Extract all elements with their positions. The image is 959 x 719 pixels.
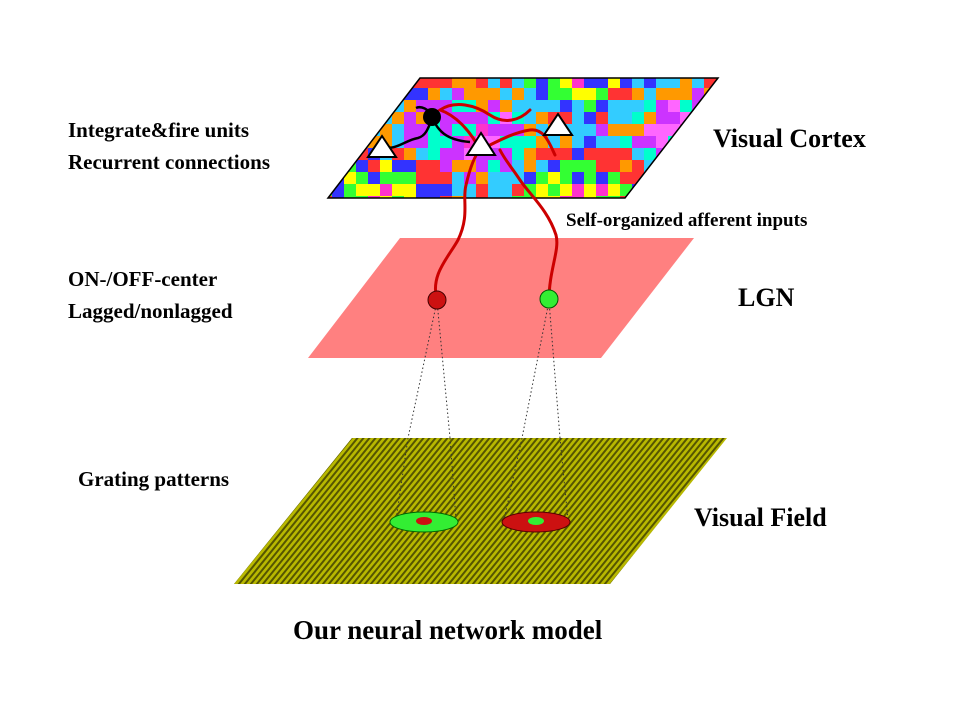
lgn-plane	[308, 238, 694, 358]
on-center-receptive-field	[389, 511, 459, 533]
pyramidal-neuron-right	[542, 112, 574, 136]
pyramidal-neuron-left	[366, 134, 398, 158]
afferent-inputs-label: Self-organized afferent inputs	[566, 210, 807, 231]
pyramidal-neuron-center	[465, 131, 497, 156]
lgn-label: LGN	[738, 283, 795, 312]
off-center-receptive-field	[501, 511, 571, 533]
receptive-field-projections	[395, 300, 569, 521]
cortex-description-line-2: Recurrent connections	[68, 150, 270, 174]
visual-cortex-label: Visual Cortex	[713, 124, 866, 153]
lgn-off-cell	[427, 290, 447, 310]
figure-caption: Our neural network model	[293, 615, 603, 645]
field-description-line-1: Grating patterns	[78, 467, 229, 491]
lgn-description-line-2: Lagged/nonlagged	[68, 299, 233, 323]
lgn-description-line-1: ON-/OFF-center	[68, 267, 217, 291]
afferent-axons	[434, 103, 559, 302]
visual-field-label: Visual Field	[694, 503, 827, 532]
cortical-neuron-dot	[423, 108, 441, 126]
cortex-description-line-1: Integrate&fire units	[68, 118, 249, 142]
lgn-on-cell	[539, 289, 559, 309]
